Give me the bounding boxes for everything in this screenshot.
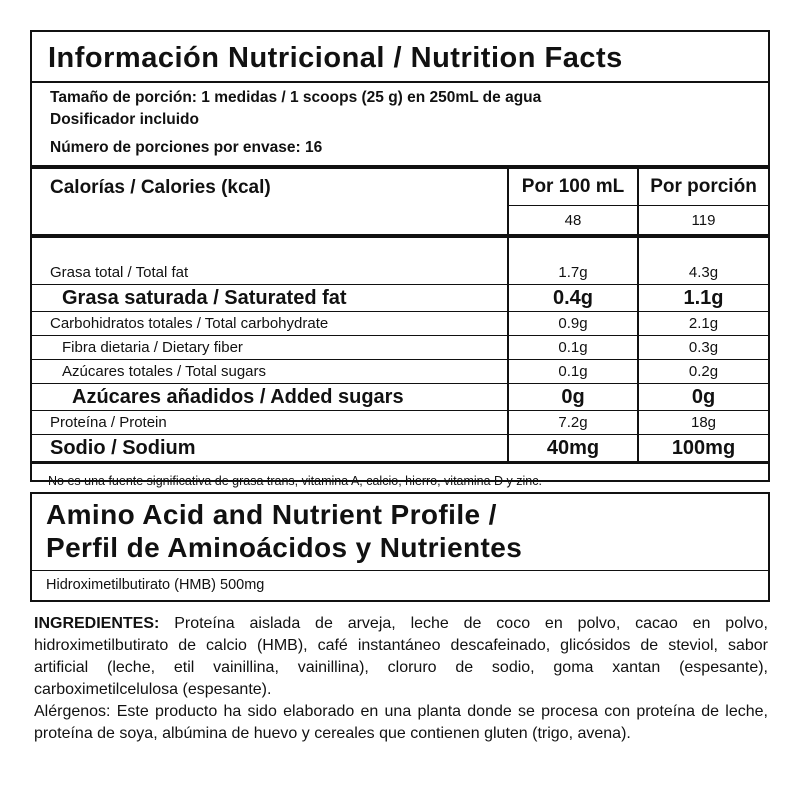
nutrient-name: Grasa total / Total fat — [32, 261, 508, 285]
calories-value: 119 — [637, 205, 768, 236]
nutrient-value: 100mg — [637, 434, 768, 461]
nutrient-value: 1.7g — [507, 261, 638, 285]
ingredients-label: INGREDIENTES: — [34, 615, 160, 632]
nutrient-value: 40mg — [507, 434, 638, 461]
amino-profile: Amino Acid and Nutrient Profile / Perfil… — [30, 492, 770, 602]
nutrient-value: 18g — [637, 410, 768, 435]
nutrient-row: Sodio / Sodium 40mg 100mg — [32, 434, 768, 461]
calories-label: Calorías / Calories (kcal) — [50, 177, 271, 198]
nutrient-row: Grasa saturada / Saturated fat 0.4g 1.1g — [32, 284, 768, 312]
calories-value: 48 — [507, 205, 638, 236]
nutrient-value: 0.1g — [507, 335, 638, 360]
allergens: Alérgenos: Este producto ha sido elabora… — [34, 703, 768, 742]
ap-item: Hidroximetilbutirato (HMB) 500mg — [46, 577, 265, 593]
serving-size: Tamaño de porción: 1 medidas / 1 scoops … — [50, 89, 542, 106]
nutrient-value: 1.1g — [637, 284, 768, 312]
nutrient-name: Grasa saturada / Saturated fat — [32, 284, 508, 312]
nutrient-name: Sodio / Sodium — [50, 436, 196, 459]
ap-title-line: Perfil de Aminoácidos y Nutrientes — [46, 532, 523, 563]
nutrient-name: Azúcares totales / Total sugars — [32, 359, 508, 384]
ap-title-line: Amino Acid and Nutrient Profile / — [46, 499, 497, 530]
nutrient-row: Fibra dietaria / Dietary fiber 0.1g 0.3g — [32, 335, 768, 360]
nutrient-value: 4.3g — [637, 261, 768, 285]
nutrient-name: Proteína / Protein — [32, 410, 508, 435]
col-header: Por 100 mL — [507, 169, 638, 206]
serving-info: Tamaño de porción: 1 medidas / 1 scoops … — [32, 83, 768, 169]
nutrient-row: Azúcares añadidos / Added sugars 0g 0g — [32, 383, 768, 411]
footnote: No es una fuente significativa de grasa … — [32, 461, 768, 498]
nutrient-value: 0g — [507, 383, 638, 411]
nutrient-value: 7.2g — [507, 410, 638, 435]
ingredients-text: Proteína aislada de arveja, leche de coc… — [34, 615, 768, 698]
nutrient-name: Azúcares añadidos / Added sugars — [32, 383, 508, 411]
nutrient-name: Carbohidratos totales / Total carbohydra… — [32, 311, 508, 336]
nutrient-table: Calorías / Calories (kcal) Por 100 mL Po… — [32, 169, 768, 261]
nutrient-value: 0g — [637, 383, 768, 411]
nutrient-row: Grasa total / Total fat 1.7g 4.3g — [32, 261, 768, 285]
nutrient-value: 2.1g — [637, 311, 768, 336]
col-header: Por porción — [637, 169, 768, 206]
dispenser: Dosificador incluido — [50, 111, 199, 128]
nutrient-row: Carbohidratos totales / Total carbohydra… — [32, 311, 768, 336]
nutrient-rows: Grasa total / Total fat 1.7g 4.3g Grasa sat… — [32, 261, 768, 461]
nf-title: Información Nutricional / Nutrition Fact… — [32, 32, 768, 83]
nutrient-name: Fibra dietaria / Dietary fiber — [32, 335, 508, 360]
servings: Número de porciones por envase: 16 — [50, 139, 323, 156]
nutrition-facts: Información Nutricional / Nutrition Fact… — [30, 30, 770, 488]
ap-title: Amino Acid and Nutrient Profile / Perfil… — [32, 494, 768, 571]
nutrient-value: 0.4g — [507, 284, 638, 312]
nutrient-value: 0.9g — [507, 311, 638, 336]
nutrient-value: 0.3g — [637, 335, 768, 360]
nutrient-value: 0.1g — [507, 359, 638, 384]
nutrient-value: 0.2g — [637, 359, 768, 384]
nutrient-row: Proteína / Protein 7.2g 18g — [32, 410, 768, 435]
ingredients: INGREDIENTES: Proteína aislada de arveja… — [34, 613, 768, 745]
nutrient-row: Azúcares totales / Total sugars 0.1g 0.2g — [32, 359, 768, 384]
